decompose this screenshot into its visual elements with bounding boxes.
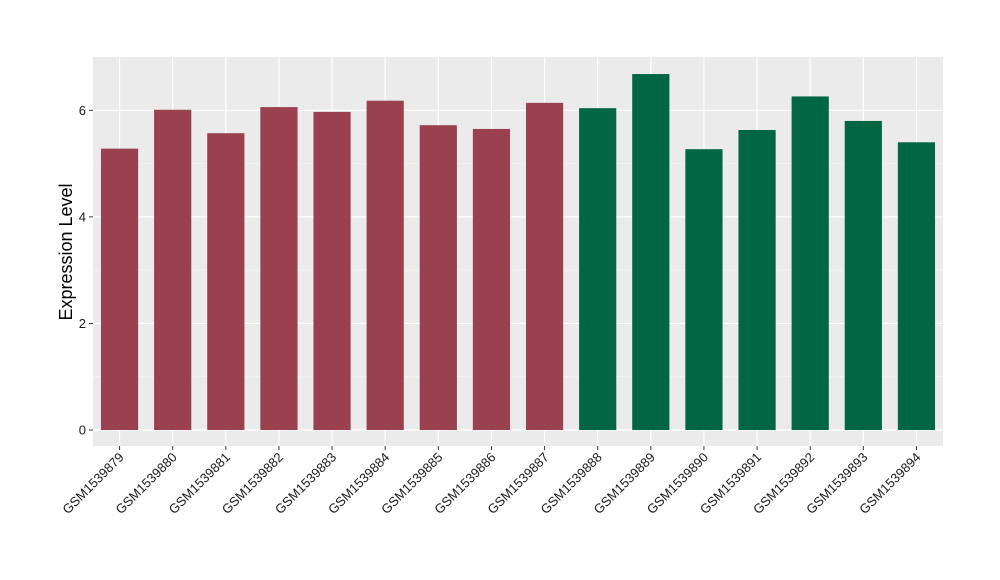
bar-GSM1539887	[525, 102, 564, 431]
y-tick-label: 2	[79, 316, 86, 331]
y-tick-label: 6	[79, 103, 86, 118]
bar-GSM1539886	[472, 128, 511, 431]
bar-GSM1539889	[632, 74, 670, 431]
bar-GSM1539882	[260, 107, 298, 431]
bar-GSM1539883	[313, 111, 351, 431]
bar-GSM1539891	[738, 130, 776, 431]
bar-GSM1539880	[154, 109, 192, 431]
bar-GSM1539879	[100, 148, 139, 431]
y-axis: 0 2 4 6	[79, 103, 93, 438]
bar-GSM1539894	[897, 142, 936, 431]
x-axis: GSM1539879GSM1539880GSM1539881GSM1539882…	[59, 446, 924, 517]
bar-GSM1539885	[419, 125, 457, 431]
bar-GSM1539888	[579, 108, 617, 431]
bars	[100, 74, 936, 431]
y-axis-title: Expression Level	[56, 183, 76, 320]
y-tick-label: 4	[79, 209, 86, 224]
bar-GSM1539893	[844, 120, 882, 431]
bar-GSM1539890	[685, 149, 723, 431]
y-tick-label: 0	[79, 423, 86, 438]
bar-GSM1539884	[366, 100, 404, 431]
bar-GSM1539892	[791, 96, 829, 431]
bar-GSM1539881	[207, 133, 245, 431]
